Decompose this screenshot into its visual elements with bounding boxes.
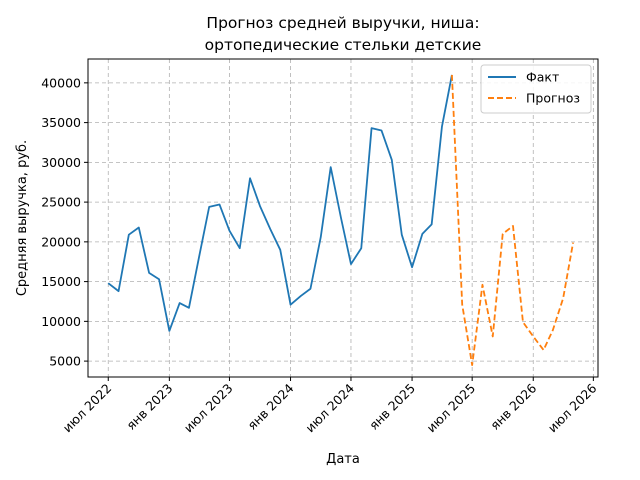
x-tick-label-6: июл 2025 xyxy=(424,381,479,436)
series-group xyxy=(107,74,574,366)
x-tick-label-0: июл 2022 xyxy=(60,381,115,436)
legend-label-fact: Факт xyxy=(526,70,559,85)
y-tick-label-3: 20000 xyxy=(41,234,81,249)
legend: Факт Прогноз xyxy=(480,64,592,114)
y-tick-label-1: 10000 xyxy=(41,314,81,329)
series-line-0 xyxy=(107,74,453,332)
y-tick-label-5: 30000 xyxy=(41,155,81,170)
y-axis-label: Средняя выручка, руб. xyxy=(15,140,30,296)
chart-title-line-2: ортопедические стельки детские xyxy=(205,36,482,54)
x-axis-label: Дата xyxy=(326,452,360,467)
x-tick-label-1: янв 2023 xyxy=(123,381,175,433)
y-tick-label-6: 35000 xyxy=(41,115,81,130)
chart-title-line-1: Прогноз средней выручки, ниша: xyxy=(206,14,479,32)
x-tick-label-7: янв 2026 xyxy=(487,380,539,432)
x-tick-label-2: июл 2023 xyxy=(181,381,236,436)
series-line-1 xyxy=(451,74,574,366)
y-tick-label-0: 5000 xyxy=(49,354,81,369)
y-tick-label-2: 15000 xyxy=(41,274,81,289)
y-tick-label-4: 25000 xyxy=(41,195,81,210)
x-tick-label-3: янв 2024 xyxy=(244,380,296,432)
x-tick-label-5: янв 2025 xyxy=(366,381,418,433)
x-tick-label-4: июл 2024 xyxy=(302,380,357,435)
x-tick-label-8: июл 2026 xyxy=(545,380,600,435)
plot-frame xyxy=(87,58,599,378)
y-tick-label-7: 40000 xyxy=(41,75,81,90)
legend-label-forecast: Прогноз xyxy=(526,91,580,106)
